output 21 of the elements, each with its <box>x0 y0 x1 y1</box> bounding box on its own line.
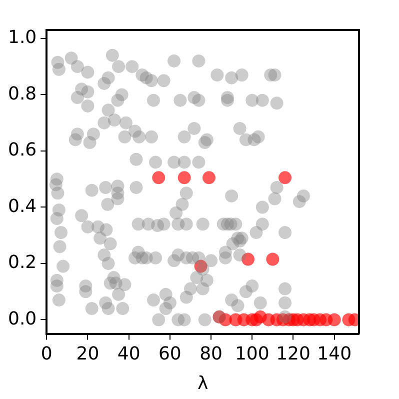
x-tick-label: 0 <box>40 343 52 364</box>
x-tick-label: 80 <box>200 343 222 364</box>
y-tick-label: 0.8 <box>8 83 37 104</box>
x-tick-label: 120 <box>276 343 310 364</box>
y-tick-label: 0.4 <box>8 196 37 217</box>
x-tick-label: 100 <box>234 343 270 364</box>
y-tick-label: 0.2 <box>8 252 37 274</box>
point <box>328 313 341 326</box>
x-tick-label: 140 <box>317 343 352 364</box>
point <box>278 171 292 184</box>
x-axis-title: λ <box>197 372 208 394</box>
x-tick-label: 60 <box>158 343 182 364</box>
point <box>178 171 191 184</box>
y-tick-label: 0.6 <box>8 140 37 161</box>
x-tick-label: 20 <box>76 343 100 364</box>
x-tick-label: 40 <box>117 343 140 364</box>
point <box>202 171 216 184</box>
y-tick-label: 0.0 <box>8 308 37 330</box>
y-tick-label: 1.0 <box>8 27 37 48</box>
point <box>266 252 280 266</box>
point <box>152 171 166 184</box>
